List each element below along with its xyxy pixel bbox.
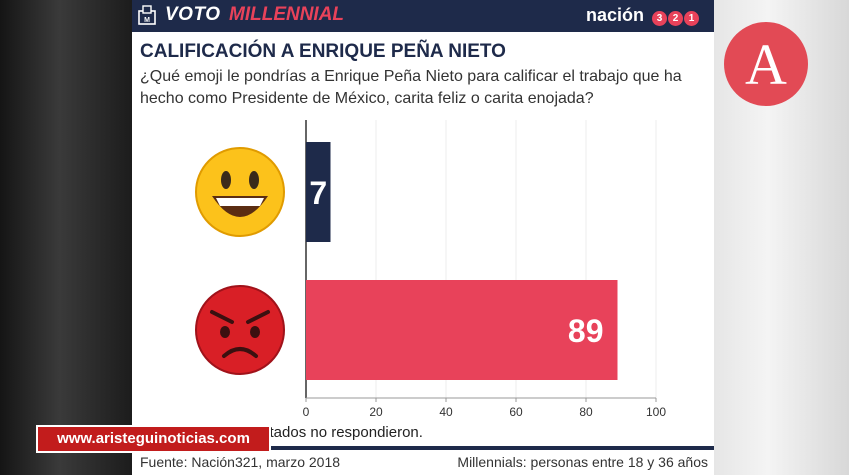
- brand-nacion: nación: [586, 5, 645, 25]
- x-tick-label: 60: [509, 405, 523, 419]
- age-note: Millennials: personas entre 18 y 36 años: [457, 454, 708, 470]
- x-tick-label: 20: [369, 405, 383, 419]
- website-url-banner: www.aristeguinoticias.com: [36, 425, 271, 453]
- bar-angry-emoji: [306, 280, 618, 380]
- brand-digit: 3: [652, 11, 667, 26]
- x-tick-label: 40: [439, 405, 453, 419]
- brand-millennial: MILLENNIAL: [229, 4, 345, 25]
- source-text: Fuente: Nación321, marzo 2018: [140, 454, 341, 470]
- bar-happy-emoji: [306, 142, 331, 242]
- svg-text:A: A: [745, 32, 787, 97]
- chart-question: ¿Qué emoji le pondrías a Enrique Peña Ni…: [140, 68, 682, 107]
- brand-digit: 1: [684, 11, 699, 26]
- happy-face-icon: [195, 147, 285, 237]
- bar-value-label: 7: [309, 175, 327, 211]
- brand-digit: 2: [668, 11, 683, 26]
- x-tick-label: 100: [646, 405, 666, 419]
- x-tick-label: 0: [303, 405, 310, 419]
- brand-voto: VOTO: [165, 4, 221, 25]
- chart-title: CALIFICACIÓN A ENRIQUE PEÑA NIETO: [140, 41, 506, 62]
- footnote: stados no respondieron.: [262, 424, 423, 441]
- aristegui-logo: A: [724, 22, 808, 106]
- bar-chart: 0 20 40 60 80 100 7 89: [195, 120, 666, 419]
- svg-text:M: M: [144, 17, 150, 24]
- ballot-box-icon: M: [138, 5, 156, 25]
- footer-divider: [132, 446, 714, 450]
- x-tick-label: 80: [579, 405, 593, 419]
- background-left: [0, 0, 132, 475]
- bar-value-label: 89: [568, 313, 604, 349]
- angry-face-icon: [195, 285, 285, 375]
